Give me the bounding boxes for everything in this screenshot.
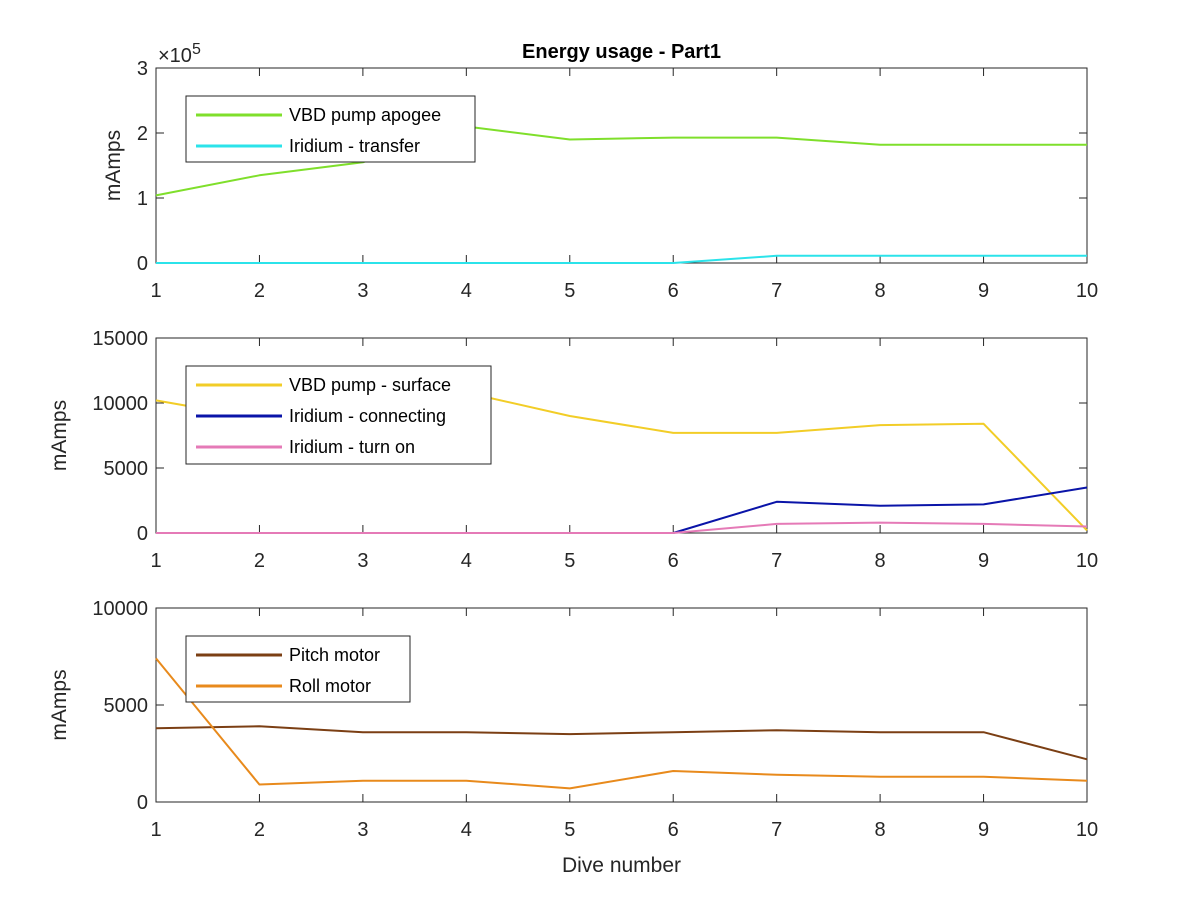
series-line-iridium-transfer: [156, 254, 1087, 264]
series-line-roll-motor: [155, 657, 1088, 790]
y-axis-label: mAmps: [102, 130, 125, 201]
x-tick-label: 1: [150, 550, 161, 572]
x-tick-label: 10: [1076, 819, 1098, 841]
subplot-2: 1 2 3 4 5 6 7 8 9 10 0 5000 10000 15000 mAmps VBD pump …: [48, 328, 1098, 572]
x-tick-label: 4: [461, 280, 472, 302]
x-tick-label: 3: [357, 280, 368, 302]
x-tick-label: 1: [150, 280, 161, 302]
x-tick-label: 5: [564, 550, 575, 572]
y-tick-label: 0: [137, 253, 148, 275]
series-line-pitch-motor: [155, 725, 1088, 761]
legend-entry: VBD pump apogee: [289, 105, 441, 125]
x-tick-label: 8: [875, 550, 886, 572]
legend-entry: Roll motor: [289, 676, 371, 696]
legend-box: [185, 95, 476, 163]
x-tick-label: 7: [771, 550, 782, 572]
x-tick-label: 4: [461, 819, 472, 841]
x-tick-label: 2: [254, 819, 265, 841]
x-tick-label: 8: [875, 280, 886, 302]
x-tick-label: 8: [875, 819, 886, 841]
series-line-vbd-pump-apogee: [155, 125, 1087, 197]
x-tick-label: 1: [150, 819, 161, 841]
x-tick-label: 6: [668, 819, 679, 841]
legend-entry: Iridium - turn on: [289, 437, 415, 457]
legend-box: [185, 635, 411, 703]
x-tick-label: 7: [771, 819, 782, 841]
legend-entry: Iridium - connecting: [289, 406, 446, 426]
x-tick-label: 9: [978, 819, 989, 841]
subplot-3: 1 2 3 4 5 6 7 8 9 10 0 5000 10000 mAmps Dive number Pit…: [48, 598, 1098, 877]
legend: Pitch motor Roll motor: [185, 635, 411, 703]
y-tick-label: 15000: [92, 328, 148, 350]
y-tick-label: 5000: [104, 695, 149, 717]
x-tick-label: 9: [978, 550, 989, 572]
y-tick-label: 0: [137, 523, 148, 545]
y-axis-label: mAmps: [48, 400, 71, 471]
x-tick-label: 10: [1076, 280, 1098, 302]
y-tick-label: 0: [137, 792, 148, 814]
x-tick-label: 3: [357, 550, 368, 572]
x-tick-label: 3: [357, 819, 368, 841]
x-tick-label: 4: [461, 550, 472, 572]
series-line-iridium-connecting: [672, 486, 1088, 534]
x-tick-label: 6: [668, 550, 679, 572]
x-tick-label: 6: [668, 280, 679, 302]
x-axis-label: Dive number: [562, 854, 681, 877]
y-tick-label: 10000: [92, 393, 148, 415]
x-tick-label: 9: [978, 280, 989, 302]
x-tick-label: 5: [564, 280, 575, 302]
legend-entry: VBD pump - surface: [289, 375, 451, 395]
series-line-iridium-turn-on: [156, 521, 1088, 534]
x-tick-label: 2: [254, 280, 265, 302]
legend: VBD pump apogee Iridium - transfer: [185, 95, 476, 163]
chart-title: Energy usage - Part1: [522, 41, 721, 63]
legend-entry: Iridium - transfer: [289, 136, 420, 156]
legend-entry: Pitch motor: [289, 645, 380, 665]
legend: VBD pump - surface Iridium - connecting Ir…: [185, 365, 492, 465]
y-tick-label: 1: [137, 188, 148, 210]
x-tick-label: 5: [564, 819, 575, 841]
y-axis-label: mAmps: [48, 669, 71, 740]
y-tick-label: 10000: [92, 598, 148, 620]
y-tick-label: 3: [137, 58, 148, 80]
x-tick-label: 2: [254, 550, 265, 572]
y-exponent-label: ×105: [158, 41, 201, 67]
x-tick-label: 10: [1076, 550, 1098, 572]
y-tick-label: 5000: [104, 458, 149, 480]
y-tick-label: 2: [137, 123, 148, 145]
x-tick-label: 7: [771, 280, 782, 302]
